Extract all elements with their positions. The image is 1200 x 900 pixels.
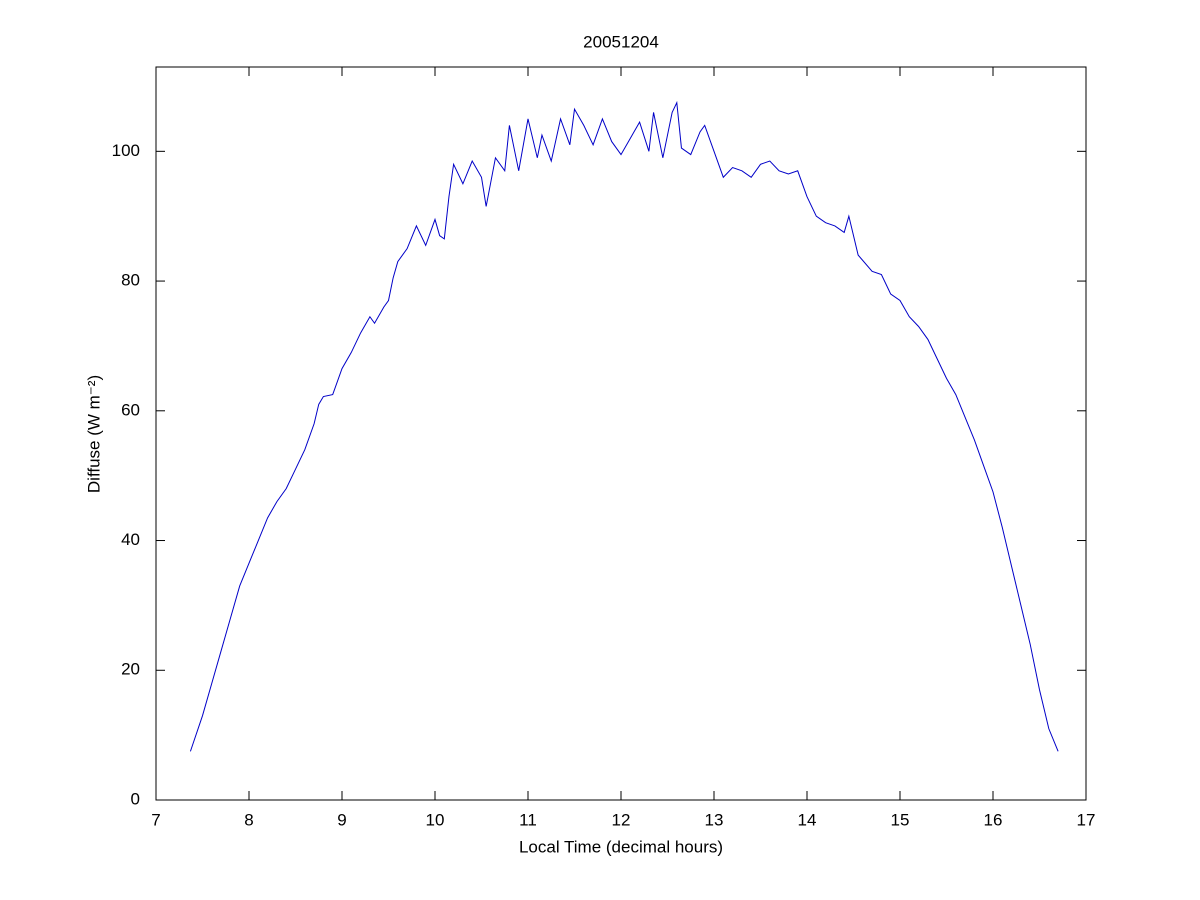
x-tick-label: 11 bbox=[519, 810, 537, 829]
y-tick-label: 100 bbox=[112, 141, 140, 160]
y-tick-label: 20 bbox=[121, 660, 140, 679]
x-axis-label: Local Time (decimal hours) bbox=[519, 837, 723, 856]
y-tick-label: 60 bbox=[121, 400, 140, 419]
x-tick-label: 17 bbox=[1077, 810, 1096, 829]
y-axis-label: Diffuse (W m⁻²) bbox=[84, 375, 103, 493]
x-tick-label: 8 bbox=[244, 810, 253, 829]
y-tick-label: 80 bbox=[121, 271, 140, 290]
y-tick-label: 40 bbox=[121, 530, 140, 549]
x-tick-label: 12 bbox=[612, 810, 631, 829]
x-tick-label: 15 bbox=[891, 810, 910, 829]
x-tick-label: 10 bbox=[426, 810, 445, 829]
y-tick-label: 0 bbox=[131, 789, 140, 808]
data-line bbox=[189, 100, 1059, 752]
x-tick-label: 7 bbox=[151, 810, 160, 829]
x-tick-label: 16 bbox=[984, 810, 1003, 829]
axes-box bbox=[155, 66, 1087, 801]
x-tick-label: 9 bbox=[337, 810, 346, 829]
x-tick-label: 14 bbox=[798, 810, 817, 829]
x-tick-label: 13 bbox=[705, 810, 724, 829]
chart-title: 20051204 bbox=[583, 32, 659, 51]
